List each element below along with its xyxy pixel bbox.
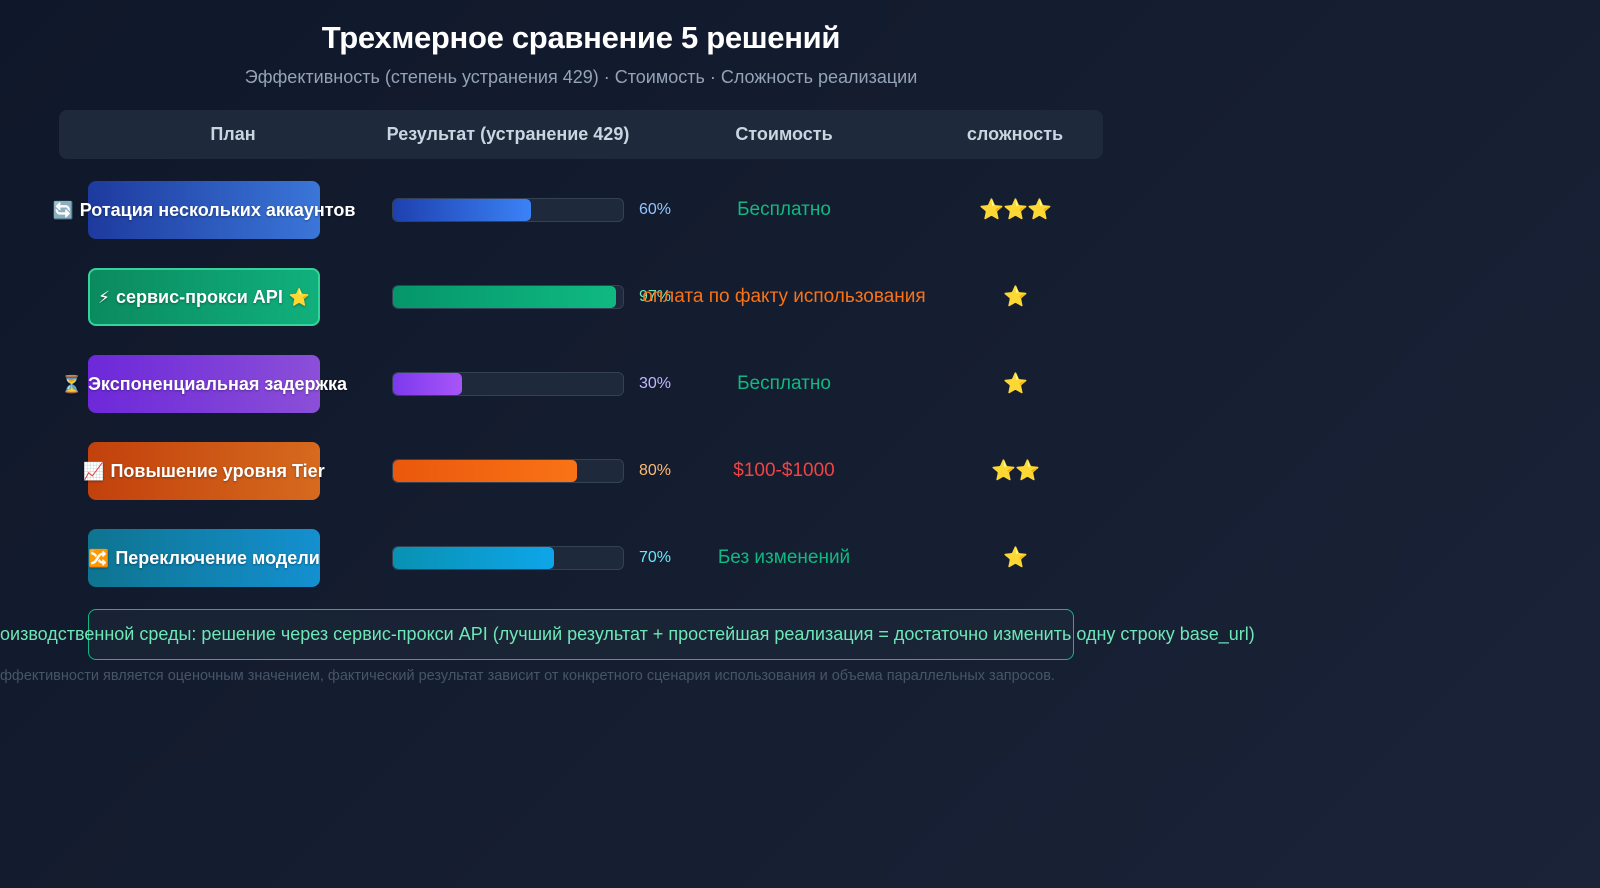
result-bar-fill [393,547,554,569]
rotation-icon: 🔄 [52,201,74,220]
recommendation-text: оизводственной среды: решение через серв… [0,624,1255,644]
difficulty-stars-icon: ⭐ [1003,373,1028,395]
result-percent: 80% [639,462,672,479]
table-row: 📈 Повышение уровня Tier 80% $100-$1000 ⭐⭐ [0,442,1200,502]
result-bar-fill [393,286,617,308]
disclaimer-note: ффективности является оценочным значение… [0,668,1055,684]
table-header: План Результат (устранение 429) Стоимост… [59,110,1103,159]
plan-name: Ротация нескольких аккаунтов [79,200,356,220]
plan-name: сервис-прокси API [115,287,283,307]
plan-label: 🔄 Ротация нескольких аккаунтов [53,181,356,239]
cost-value: оплата по факту использования [642,286,926,307]
lightning-icon: ⚡ [98,288,110,307]
result-bar-fill [393,373,462,395]
cost-value: $100-$1000 [733,460,835,481]
column-header-difficulty: сложность [966,124,1064,144]
result-bar-track [392,285,624,309]
result-bar-fill [393,199,531,221]
difficulty-stars-icon: ⭐ [1003,286,1028,308]
plan-name: Переключение модели [115,548,320,568]
column-header-result: Результат (устранение 429) [386,124,630,144]
result-bar-fill [393,460,577,482]
result-percent: 60% [639,201,672,218]
table-row: 🔄 Ротация нескольких аккаунтов 60% Беспла… [0,181,1200,241]
cost-value: Бесплатно [737,199,831,220]
plan-label: 🔀 Переключение модели [88,529,320,587]
difficulty-stars-icon: ⭐⭐ [991,460,1040,482]
plan-label: ⏳ Экспоненциальная задержка [61,355,347,413]
result-bar-track [392,546,624,570]
plan-label: ⚡ сервис-прокси API ⭐ [98,268,310,326]
column-header-cost: Стоимость [735,124,833,144]
recommendation-box [88,609,1074,660]
result-percent: 97% [639,288,672,305]
plan-badge [88,181,320,239]
column-header-plan: План [210,124,256,144]
difficulty-stars-icon: ⭐ [1003,547,1028,569]
plan-badge [88,355,320,413]
plan-badge [88,268,320,326]
table-row: 🔀 Переключение модели 70% Без изменений ⭐ [0,529,1200,589]
plan-label: 📈 Повышение уровня Tier [83,442,324,500]
result-percent: 70% [639,549,672,566]
shuffle-icon: 🔀 [88,549,110,568]
page-title: Трехмерное сравнение 5 решений [321,20,841,55]
table-row: ⚡ сервис-прокси API ⭐ 97% оплата по факту … [0,268,1200,328]
page-subtitle: Эффективность (степень устранения 429) ·… [244,67,918,87]
plan-name: Повышение уровня Tier [110,461,325,481]
plan-name: Экспоненциальная задержка [88,374,348,394]
result-bar-track [392,459,624,483]
hourglass-icon: ⏳ [60,375,83,394]
plan-badge [88,442,320,500]
plan-badge [88,529,320,587]
star-icon: ⭐ [288,288,310,307]
result-bar-track [392,372,624,396]
difficulty-stars-icon: ⭐⭐⭐ [979,199,1052,221]
chart-up-icon: 📈 [83,462,105,481]
cost-value: Без изменений [717,547,851,568]
result-bar-track [392,198,624,222]
result-percent: 30% [639,375,672,392]
cost-value: Бесплатно [737,373,831,394]
table-row: ⏳ Экспоненциальная задержка 30% Бесплатно… [0,355,1200,415]
